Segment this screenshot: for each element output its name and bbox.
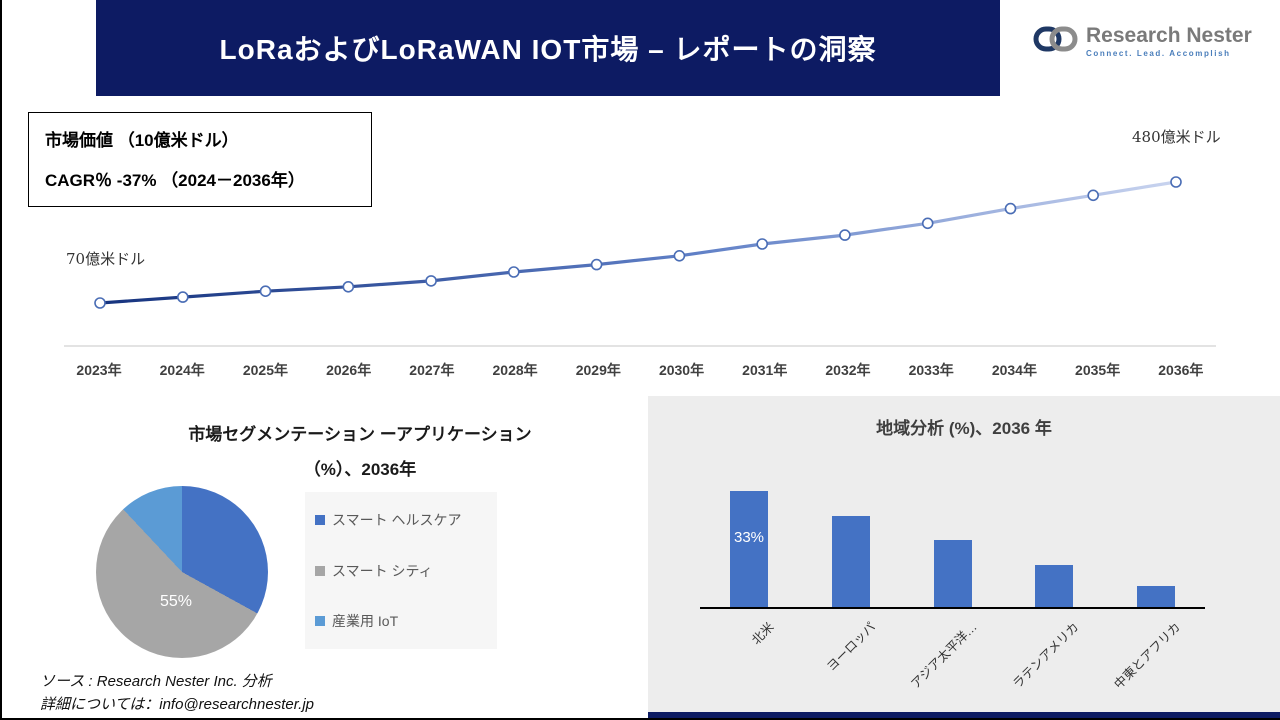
x-axis-year-label: 2029年 [575, 362, 621, 378]
data-point-marker [1004, 202, 1017, 215]
market-line-chart [94, 176, 1182, 309]
brand-tagline: Connect. Lead. Accomplish [1086, 49, 1231, 59]
regional-analysis-panel: 地域分析 (%)、2036 年 33% 北米 ヨーロッパ アジア太平洋… ラテンアメリカ… [648, 396, 1280, 712]
brand-name: Research Nester [1086, 23, 1252, 47]
pie-legend: スマート ヘルスケア スマート シティ 産業用 IoT [305, 492, 497, 649]
header-banner: LoRaおよびLoRaWAN IOT市場 – レポートの洞察 [96, 0, 1000, 96]
bar-category-label: ラテンアメリカ [1010, 619, 1082, 692]
data-point-marker [921, 217, 934, 230]
bar-category-label: アジア太平洋… [908, 619, 981, 692]
regional-bar-chart: 33% 北米 ヨーロッパ アジア太平洋… ラテンアメリカ 中東とアフリカ [700, 491, 1205, 692]
pie-chart-title-line2: （%）、2036年 [303, 460, 417, 479]
legend-item-smart-healthcare: スマート ヘルスケア [315, 510, 491, 530]
source-note: ソース : Research Nester Inc. 分析 [40, 673, 272, 690]
x-axis-year-label: 2027年 [409, 362, 455, 378]
cagr-label: CAGR％ -37% （2024－2036年） [45, 171, 305, 190]
bar-data-label: 33% [733, 529, 765, 546]
data-point-marker [1170, 176, 1182, 188]
data-point-marker [259, 285, 272, 297]
segmentation-pie-chart [96, 486, 268, 658]
data-point-marker [839, 229, 851, 241]
chain-links-icon [1032, 20, 1078, 63]
end-value-annotation: 480億米ドル [1132, 128, 1221, 146]
footer: ソース : Research Nester Inc. 分析 詳細については：in… [40, 670, 314, 716]
x-axis-line [64, 345, 1216, 347]
market-value-info-box: 市場価値 （10億米ドル） CAGR％ -37% （2024－2036年） [28, 112, 372, 207]
contact-email[interactable]: 詳細については：info@researchnester.jp [40, 696, 314, 713]
x-axis-year-label: 2023年 [76, 362, 122, 378]
x-axis-year-label: 2026年 [326, 362, 372, 378]
x-axis-year-label: 2035年 [1075, 362, 1121, 378]
bar-3 [933, 540, 972, 607]
data-point-marker [177, 291, 189, 303]
bar-category-label: ヨーロッパ [824, 619, 879, 674]
x-axis-year-label: 2025年 [242, 362, 289, 378]
data-point-marker [342, 281, 355, 293]
bar-group: ラテンアメリカ [1011, 493, 1082, 691]
legend-swatch-gray [315, 565, 325, 576]
x-axis-year-label: 2032年 [825, 362, 871, 378]
market-value-label: 市場価値 （10億米ドル） [45, 131, 239, 150]
pie-slice-percentage-label: 55% [160, 593, 193, 610]
bottom-accent-strip [648, 712, 1280, 720]
x-axis-year-label: 2034年 [991, 362, 1037, 378]
x-axis-year-label: 2030年 [658, 362, 705, 378]
data-point-marker [425, 275, 437, 287]
line-markers [94, 176, 1182, 309]
bar-1: 33% [730, 491, 768, 607]
bar-group: アジア太平洋… [909, 493, 980, 691]
start-value-annotation: 70億米ドル [66, 250, 146, 268]
x-axis-year-labels: 2023年 2024年 2025年 2026年 2027年 2028年 2029年 2030年… [58, 360, 1222, 380]
legend-swatch-blue [315, 515, 325, 525]
legend-label: 産業用 IoT [332, 613, 399, 629]
trend-line [99, 180, 1177, 305]
bar-4 [1035, 565, 1074, 607]
legend-label: スマート ヘルスケア [332, 512, 462, 528]
data-point-marker [756, 238, 769, 250]
legend-item-industrial-iot: 産業用 IoT [315, 611, 491, 631]
page-title: LoRaおよびLoRaWAN IOT市場 – レポートの洞察 [219, 34, 877, 65]
data-point-marker [590, 258, 603, 271]
data-point-marker [94, 297, 106, 309]
brand-logo: Research Nester Connect. Lead. Accomplis… [1032, 20, 1252, 63]
bar-group: ヨーロッパ [824, 493, 878, 674]
data-point-marker [673, 250, 686, 262]
bar-2 [831, 516, 870, 607]
bar-category-label: 北米 [749, 619, 777, 648]
x-axis-year-label: 2031年 [742, 362, 788, 378]
x-axis-year-label: 2033年 [908, 362, 954, 378]
bar-category-label: 中東とアフリカ [1111, 619, 1184, 692]
x-axis-year-label: 2036年 [1158, 362, 1204, 378]
legend-swatch-light-blue [315, 616, 325, 626]
x-axis-year-label: 2028年 [492, 362, 538, 378]
x-axis-year-label: 2024年 [159, 362, 205, 378]
bar-group: 33% 北米 [730, 491, 777, 647]
bar-chart-title: 地域分析 (%)、2036 年 [876, 419, 1052, 438]
bar-group: 中東とアフリカ [1112, 493, 1184, 692]
legend-label: スマート シティ [332, 562, 433, 579]
legend-item-smart-city: スマート シティ [315, 561, 491, 581]
data-point-marker [507, 266, 520, 278]
pie-chart-title-line1: 市場セグメンテーション ーアプリケーション [188, 425, 532, 444]
data-point-marker [1087, 189, 1099, 202]
bar-5 [1137, 586, 1175, 607]
